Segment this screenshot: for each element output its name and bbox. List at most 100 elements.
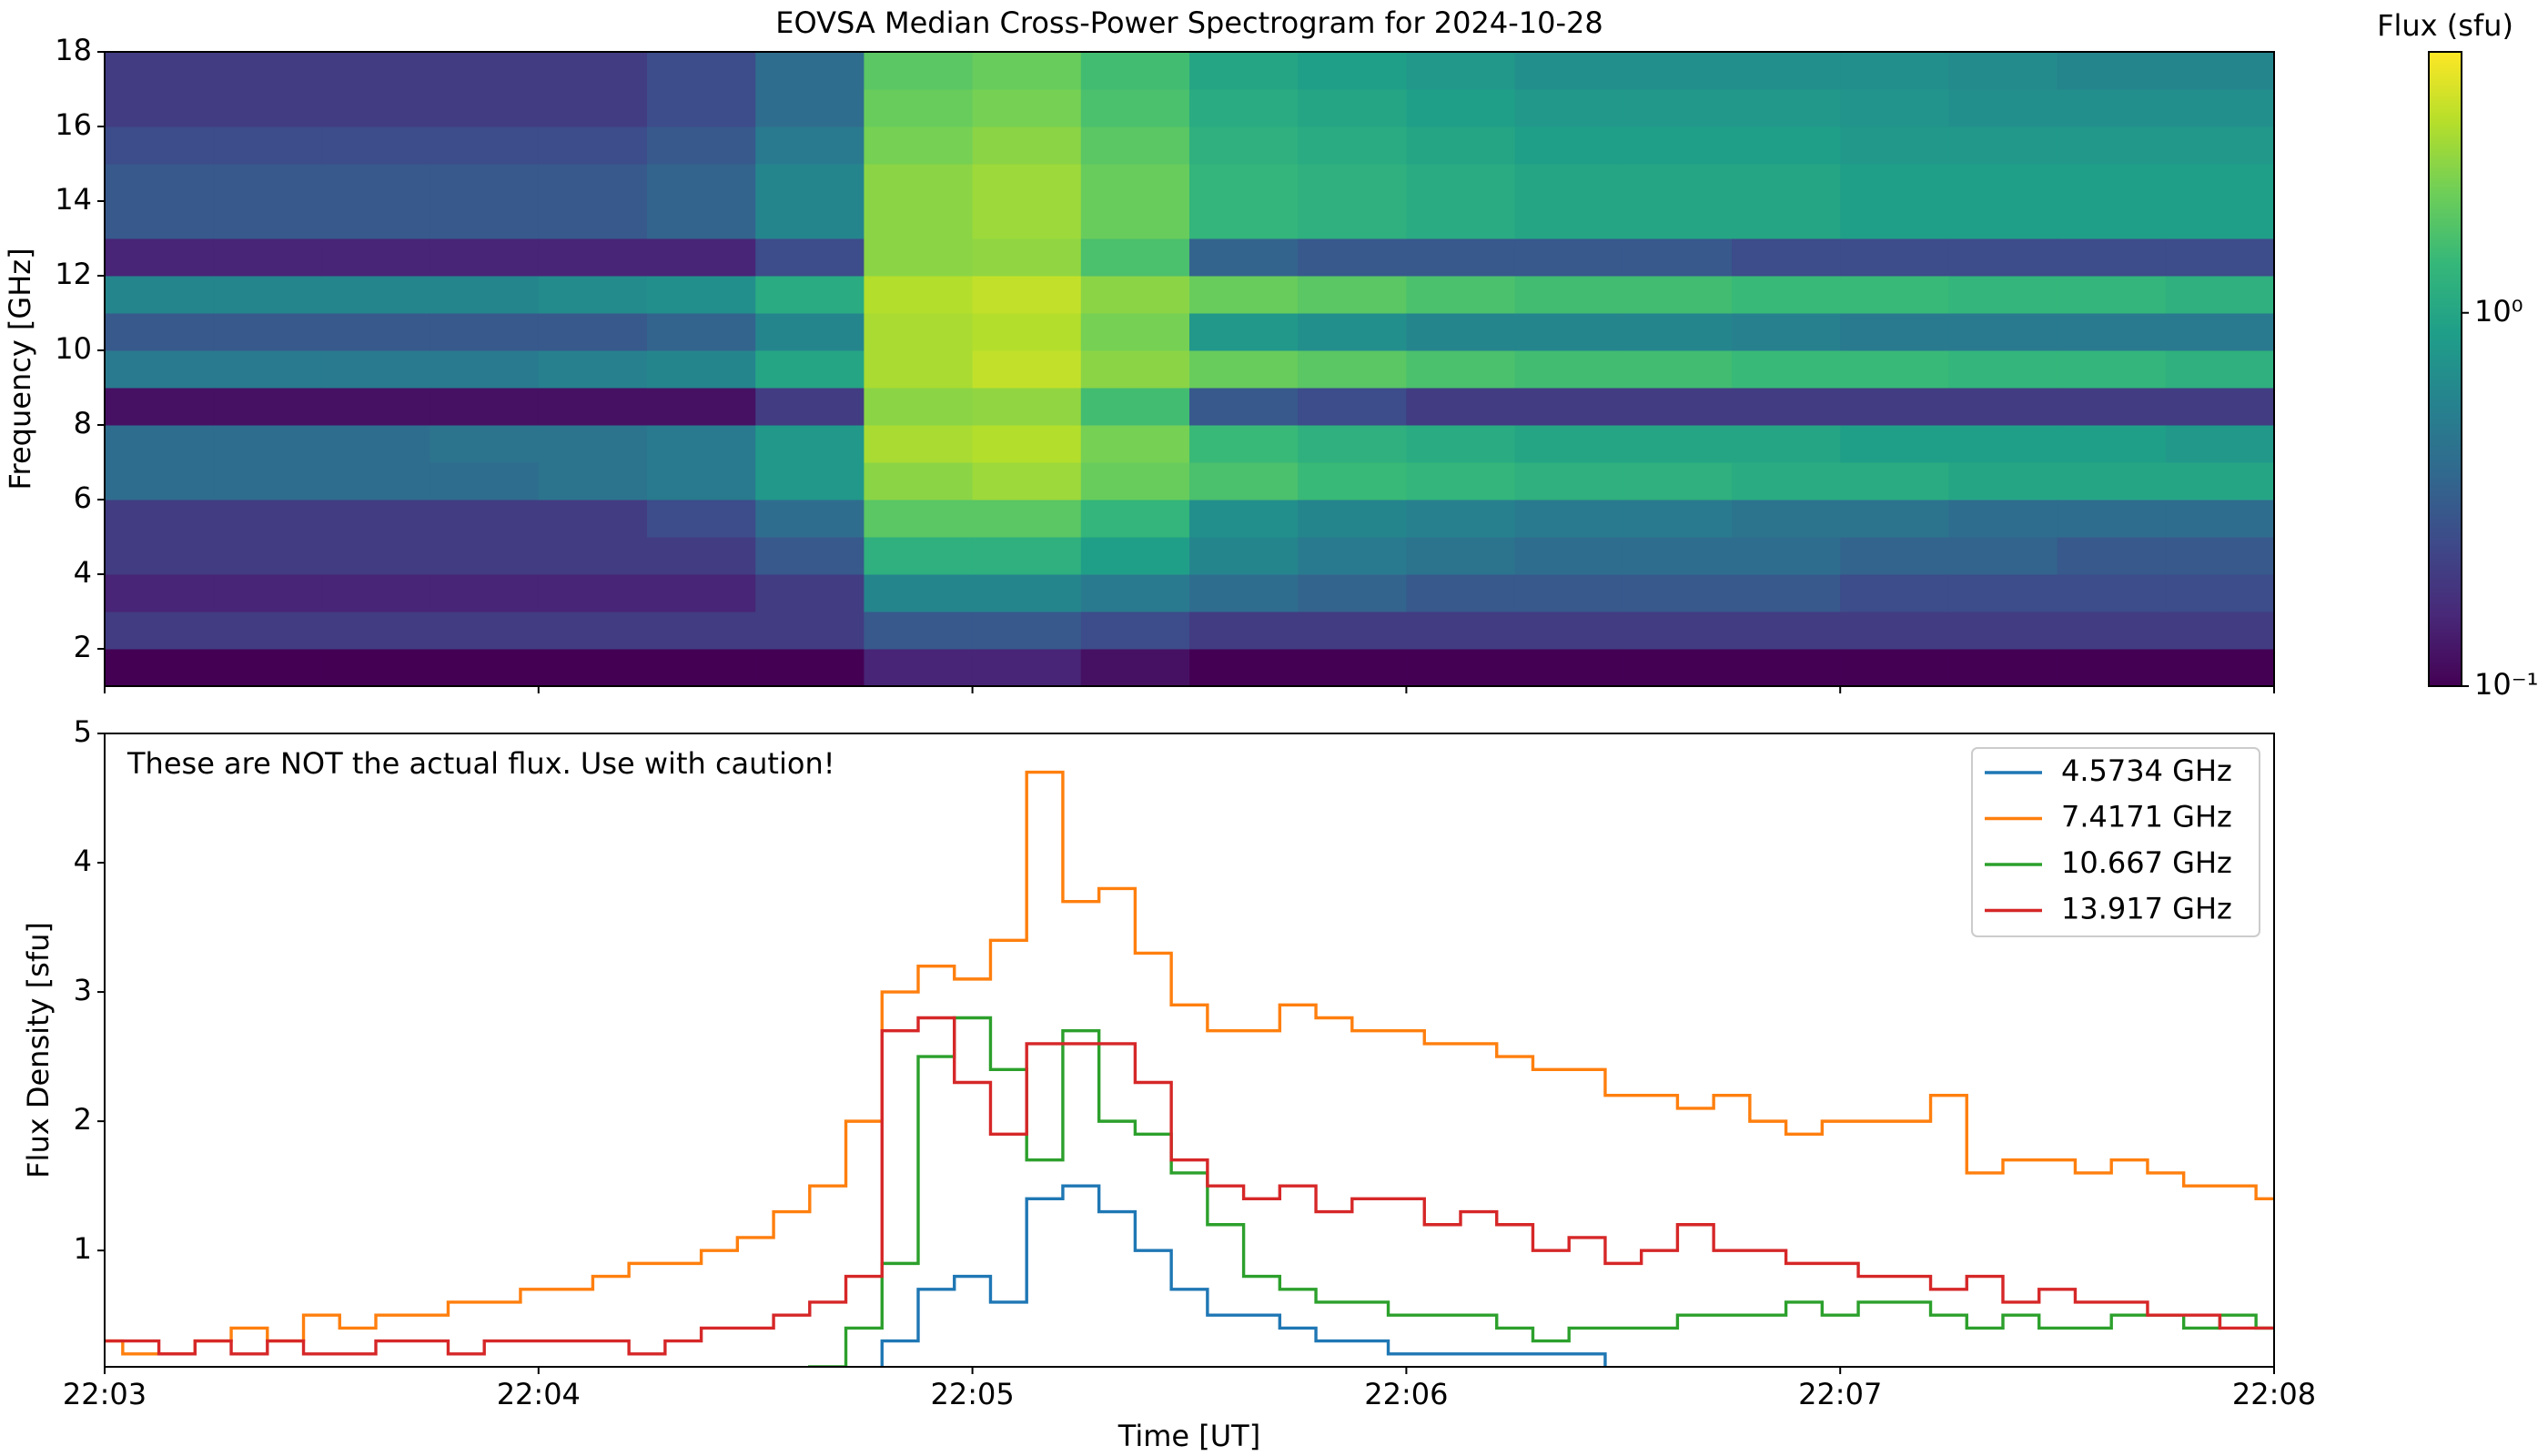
heatmap-cell: [1623, 52, 1733, 90]
heatmap-cell: [1080, 612, 1190, 650]
heatmap-cell: [647, 574, 756, 612]
heatmap-cell: [864, 388, 974, 426]
heatmap-cell: [755, 313, 864, 351]
y-tick-label: 16: [55, 107, 92, 142]
heatmap-cell: [2165, 201, 2275, 239]
heatmap-cell: [2057, 350, 2167, 389]
heatmap-cell: [1732, 612, 1841, 650]
heatmap-cell: [321, 350, 431, 389]
heatmap-cell: [105, 89, 214, 127]
heatmap-cell: [1406, 537, 1516, 575]
heatmap-cell: [1189, 276, 1299, 314]
heatmap-cell: [1406, 276, 1516, 314]
heatmap-cell: [864, 276, 974, 314]
heatmap-cell: [1514, 425, 1624, 463]
heatmap-cell: [1948, 425, 2058, 463]
heatmap-cell: [538, 313, 648, 351]
heatmap-cell: [1514, 537, 1624, 575]
heatmap-cell: [2165, 52, 2275, 90]
heatmap-cell: [2165, 126, 2275, 165]
heatmap-cell: [2165, 425, 2275, 463]
heatmap-cell: [1080, 388, 1190, 426]
heatmap-cell: [1948, 537, 2058, 575]
heatmap-cell: [1406, 425, 1516, 463]
heatmap-cell: [1514, 350, 1624, 389]
heatmap-cell: [1840, 462, 1949, 500]
heatmap-cell: [321, 425, 431, 463]
heatmap-cell: [647, 89, 756, 127]
heatmap-cell: [430, 164, 540, 202]
heatmap-cell: [1514, 201, 1624, 239]
heatmap-cell: [2057, 388, 2167, 426]
heatmap-cell: [1298, 649, 1407, 687]
colorbar-tick-label: 10⁻¹: [2474, 667, 2538, 702]
heatmap-cell: [430, 89, 540, 127]
legend-label: 4.5734 GHz: [2061, 753, 2232, 788]
heatmap-cell: [321, 89, 431, 127]
heatmap-cell: [1298, 388, 1407, 426]
heatmap-cell: [2165, 388, 2275, 426]
y-tick-label: 4: [74, 555, 92, 590]
heatmap-cell: [755, 574, 864, 612]
heatmap-cell: [864, 238, 974, 277]
heatmap-cell: [1623, 462, 1733, 500]
x-tick-label: 22:03: [63, 1377, 147, 1411]
plot-area: [105, 770, 2274, 1367]
heatmap-cell: [1514, 126, 1624, 165]
heatmap-cell: [1623, 612, 1733, 650]
annotation: These are NOT the actual flux. Use with …: [126, 746, 835, 781]
heatmap-cell: [2165, 238, 2275, 277]
heatmap-cell: [1298, 313, 1407, 351]
heatmap-cell: [2057, 164, 2167, 202]
y-tick-label: 14: [55, 182, 92, 217]
heatmap-cell: [1514, 649, 1624, 687]
heatmap-cell: [972, 500, 1082, 538]
colorbar-label: Flux (sfu): [2377, 8, 2513, 43]
heatmap-cell: [430, 388, 540, 426]
heatmap-cell: [1948, 313, 2058, 351]
heatmap-cell: [213, 350, 322, 389]
heatmap-cell: [1732, 537, 1841, 575]
heatmap-cell: [1623, 126, 1733, 165]
heatmap-cell: [321, 388, 431, 426]
heatmap-cell: [1514, 89, 1624, 127]
heatmap-cell: [105, 313, 214, 351]
heatmap-cell: [2057, 537, 2167, 575]
y-axis-label: Frequency [GHz]: [3, 248, 37, 490]
heatmap-cell: [105, 201, 214, 239]
heatmap-cell: [213, 89, 322, 127]
heatmap-cell: [1189, 649, 1299, 687]
heatmap-cell: [1406, 388, 1516, 426]
heatmap-cell: [647, 238, 756, 277]
heatmap-cell: [1840, 126, 1949, 165]
heatmap-cell: [1080, 350, 1190, 389]
heatmap-cell: [972, 388, 1082, 426]
heatmap-cell: [105, 649, 214, 687]
heatmap-cell: [213, 649, 322, 687]
heatmap-cell: [864, 574, 974, 612]
heatmap-cell: [1298, 89, 1407, 127]
heatmap-cell: [1732, 649, 1841, 687]
heatmap-cell: [321, 537, 431, 575]
heatmap-cell: [1948, 276, 2058, 314]
heatmap-cell: [1406, 164, 1516, 202]
heatmap-cell: [105, 388, 214, 426]
heatmap-cell: [972, 537, 1082, 575]
heatmap-cell: [647, 313, 756, 351]
heatmap-cell: [105, 537, 214, 575]
heatmap-cell: [1732, 276, 1841, 314]
heatmap-cell: [538, 89, 648, 127]
heatmap-cell: [1189, 574, 1299, 612]
heatmap-cell: [2057, 276, 2167, 314]
heatmap-cell: [1840, 425, 1949, 463]
heatmap-cell: [647, 164, 756, 202]
heatmap-cell: [430, 537, 540, 575]
heatmap-cell: [1406, 500, 1516, 538]
heatmap-cell: [321, 313, 431, 351]
heatmap-cell: [1623, 313, 1733, 351]
heatmap-cell: [1514, 313, 1624, 351]
heatmap-cell: [1298, 537, 1407, 575]
y-tick-label: 8: [74, 406, 92, 440]
heatmap-cell: [1840, 350, 1949, 389]
heatmap-cell: [755, 462, 864, 500]
